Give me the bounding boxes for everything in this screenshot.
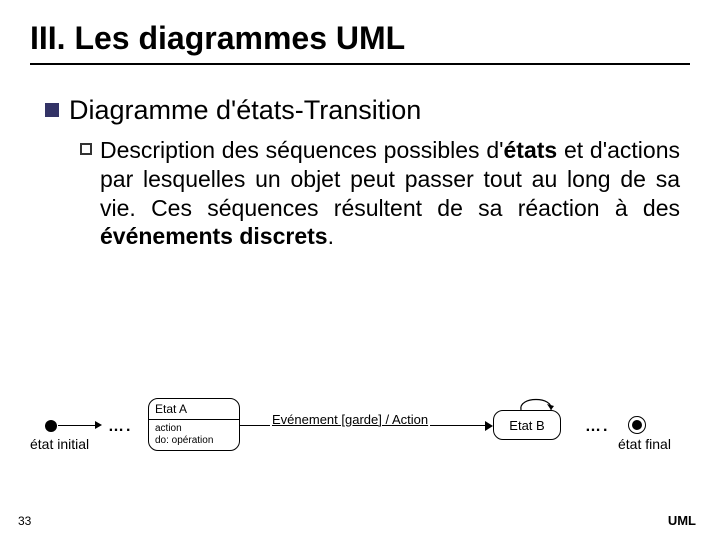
state-diagram: état initial …. Etat A action do: opérat… (30, 390, 690, 480)
page-title: III. Les diagrammes UML (30, 20, 690, 57)
title-underline (30, 63, 690, 65)
final-state-icon (628, 416, 646, 434)
hollow-square-bullet-icon (80, 143, 92, 155)
initial-transition-line (58, 425, 98, 426)
desc-end: . (328, 223, 334, 249)
square-bullet-icon (45, 103, 59, 117)
subheading: Diagramme d'états-Transition (69, 95, 421, 126)
state-a-box: Etat A action do: opération (148, 398, 240, 451)
page-number: 33 (18, 514, 31, 528)
state-a-actions: action do: opération (149, 420, 239, 450)
ellipsis-1: …. (108, 418, 132, 436)
state-a-action-1: action (155, 423, 233, 435)
self-loop-icon (516, 392, 556, 412)
ellipsis-2: …. (585, 418, 609, 436)
initial-arrowhead-icon (95, 421, 102, 429)
footer-tag: UML (668, 513, 696, 528)
state-b-name: Etat B (509, 418, 544, 433)
desc-r1: des séquences possibles d' (215, 137, 503, 163)
description-row: Description des séquences possibles d'ét… (80, 136, 690, 251)
description-text: Description des séquences possibles d'ét… (100, 136, 680, 251)
state-a-action-2: do: opération (155, 435, 233, 447)
desc-lead: Description (100, 137, 215, 163)
desc-b3: événements discrets (100, 223, 328, 249)
state-a-name: Etat A (149, 399, 239, 420)
final-state-label: état final (618, 436, 671, 452)
initial-state-label: état initial (30, 436, 89, 452)
subheading-row: Diagramme d'états-Transition (45, 95, 690, 126)
final-state-inner-icon (632, 420, 642, 430)
initial-state-icon (45, 420, 57, 432)
transition-arrowhead-icon (485, 421, 493, 431)
state-b-box: Etat B (493, 410, 561, 440)
desc-b2: états (504, 137, 558, 163)
transition-label: Evénement [garde] / Action (270, 412, 430, 427)
slide: III. Les diagrammes UML Diagramme d'état… (0, 0, 720, 540)
